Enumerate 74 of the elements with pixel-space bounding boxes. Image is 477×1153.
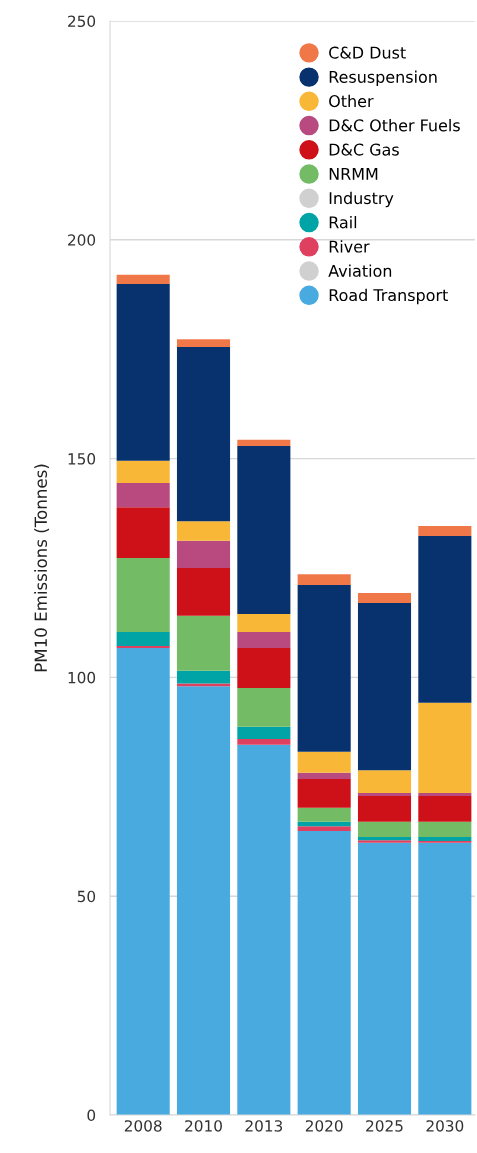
x-tick-label: 2025 [366,1120,403,1132]
legend-label: D&C Other Fuels [329,119,460,132]
legend-label: Rail [329,216,357,229]
bar [357,592,412,604]
bar [418,702,472,793]
legend-label: River [329,240,370,253]
bar [357,795,412,822]
bar [176,686,231,1115]
bar [418,821,472,838]
bar [176,568,231,616]
bar [176,540,231,568]
bar [237,739,291,745]
legend-label: Road Transport [329,288,448,305]
bar [237,744,291,1115]
bar [116,460,170,484]
bar [176,521,231,541]
bar [357,842,412,1115]
bar [176,615,231,671]
bar [418,525,472,537]
legend-label: NRMM [329,168,378,180]
bar [237,445,291,614]
bar [357,821,412,838]
bar [418,837,472,842]
bar [116,284,170,461]
bar [237,631,291,649]
bar [357,603,412,771]
bar [116,507,170,558]
bar [418,795,472,822]
bar [237,613,291,632]
bar [418,842,472,1115]
bar [297,772,351,779]
bar [237,726,291,740]
bar [116,274,170,284]
legend-label: Industry [329,191,394,208]
legend-label: C&D Dust [329,46,406,59]
y-tick-label: 0 [87,1109,96,1122]
bar [176,339,231,348]
bar [116,645,170,649]
x-tick-label: 2030 [426,1120,464,1132]
x-tick-label: 2010 [185,1120,222,1132]
legend-label: Other [329,94,374,108]
bar [116,483,170,508]
bar [116,557,170,632]
bar [116,648,170,1115]
bar [357,792,412,796]
y-tick-label: 50 [77,890,96,903]
legend-label: Resuspension [329,70,437,87]
bar [418,536,472,703]
bar [297,807,351,822]
bar [237,687,291,727]
bar [297,826,351,831]
bar [176,347,231,522]
bar [297,831,351,1115]
bar [237,648,291,688]
bar [297,751,351,773]
x-tick-label: 2020 [305,1120,343,1132]
legend-label: D&C Gas [329,143,399,156]
bar [418,792,472,796]
y-tick-label: 150 [68,453,96,465]
legend-label: Aviation [328,264,392,277]
bar [357,770,412,793]
bar [297,821,351,827]
y-tick-label: 250 [68,15,96,28]
bar [176,670,231,684]
bar [116,631,170,646]
bar [297,778,351,808]
y-tick-label: 100 [68,671,96,684]
x-tick-label: 2008 [124,1120,162,1132]
y-tick-label: 200 [68,234,96,246]
y-axis-title: PM10 Emissions (Tonnes) [34,464,50,672]
bar [237,439,291,446]
bar [297,585,351,752]
bar [297,574,351,586]
x-tick-label: 2013 [245,1120,283,1132]
